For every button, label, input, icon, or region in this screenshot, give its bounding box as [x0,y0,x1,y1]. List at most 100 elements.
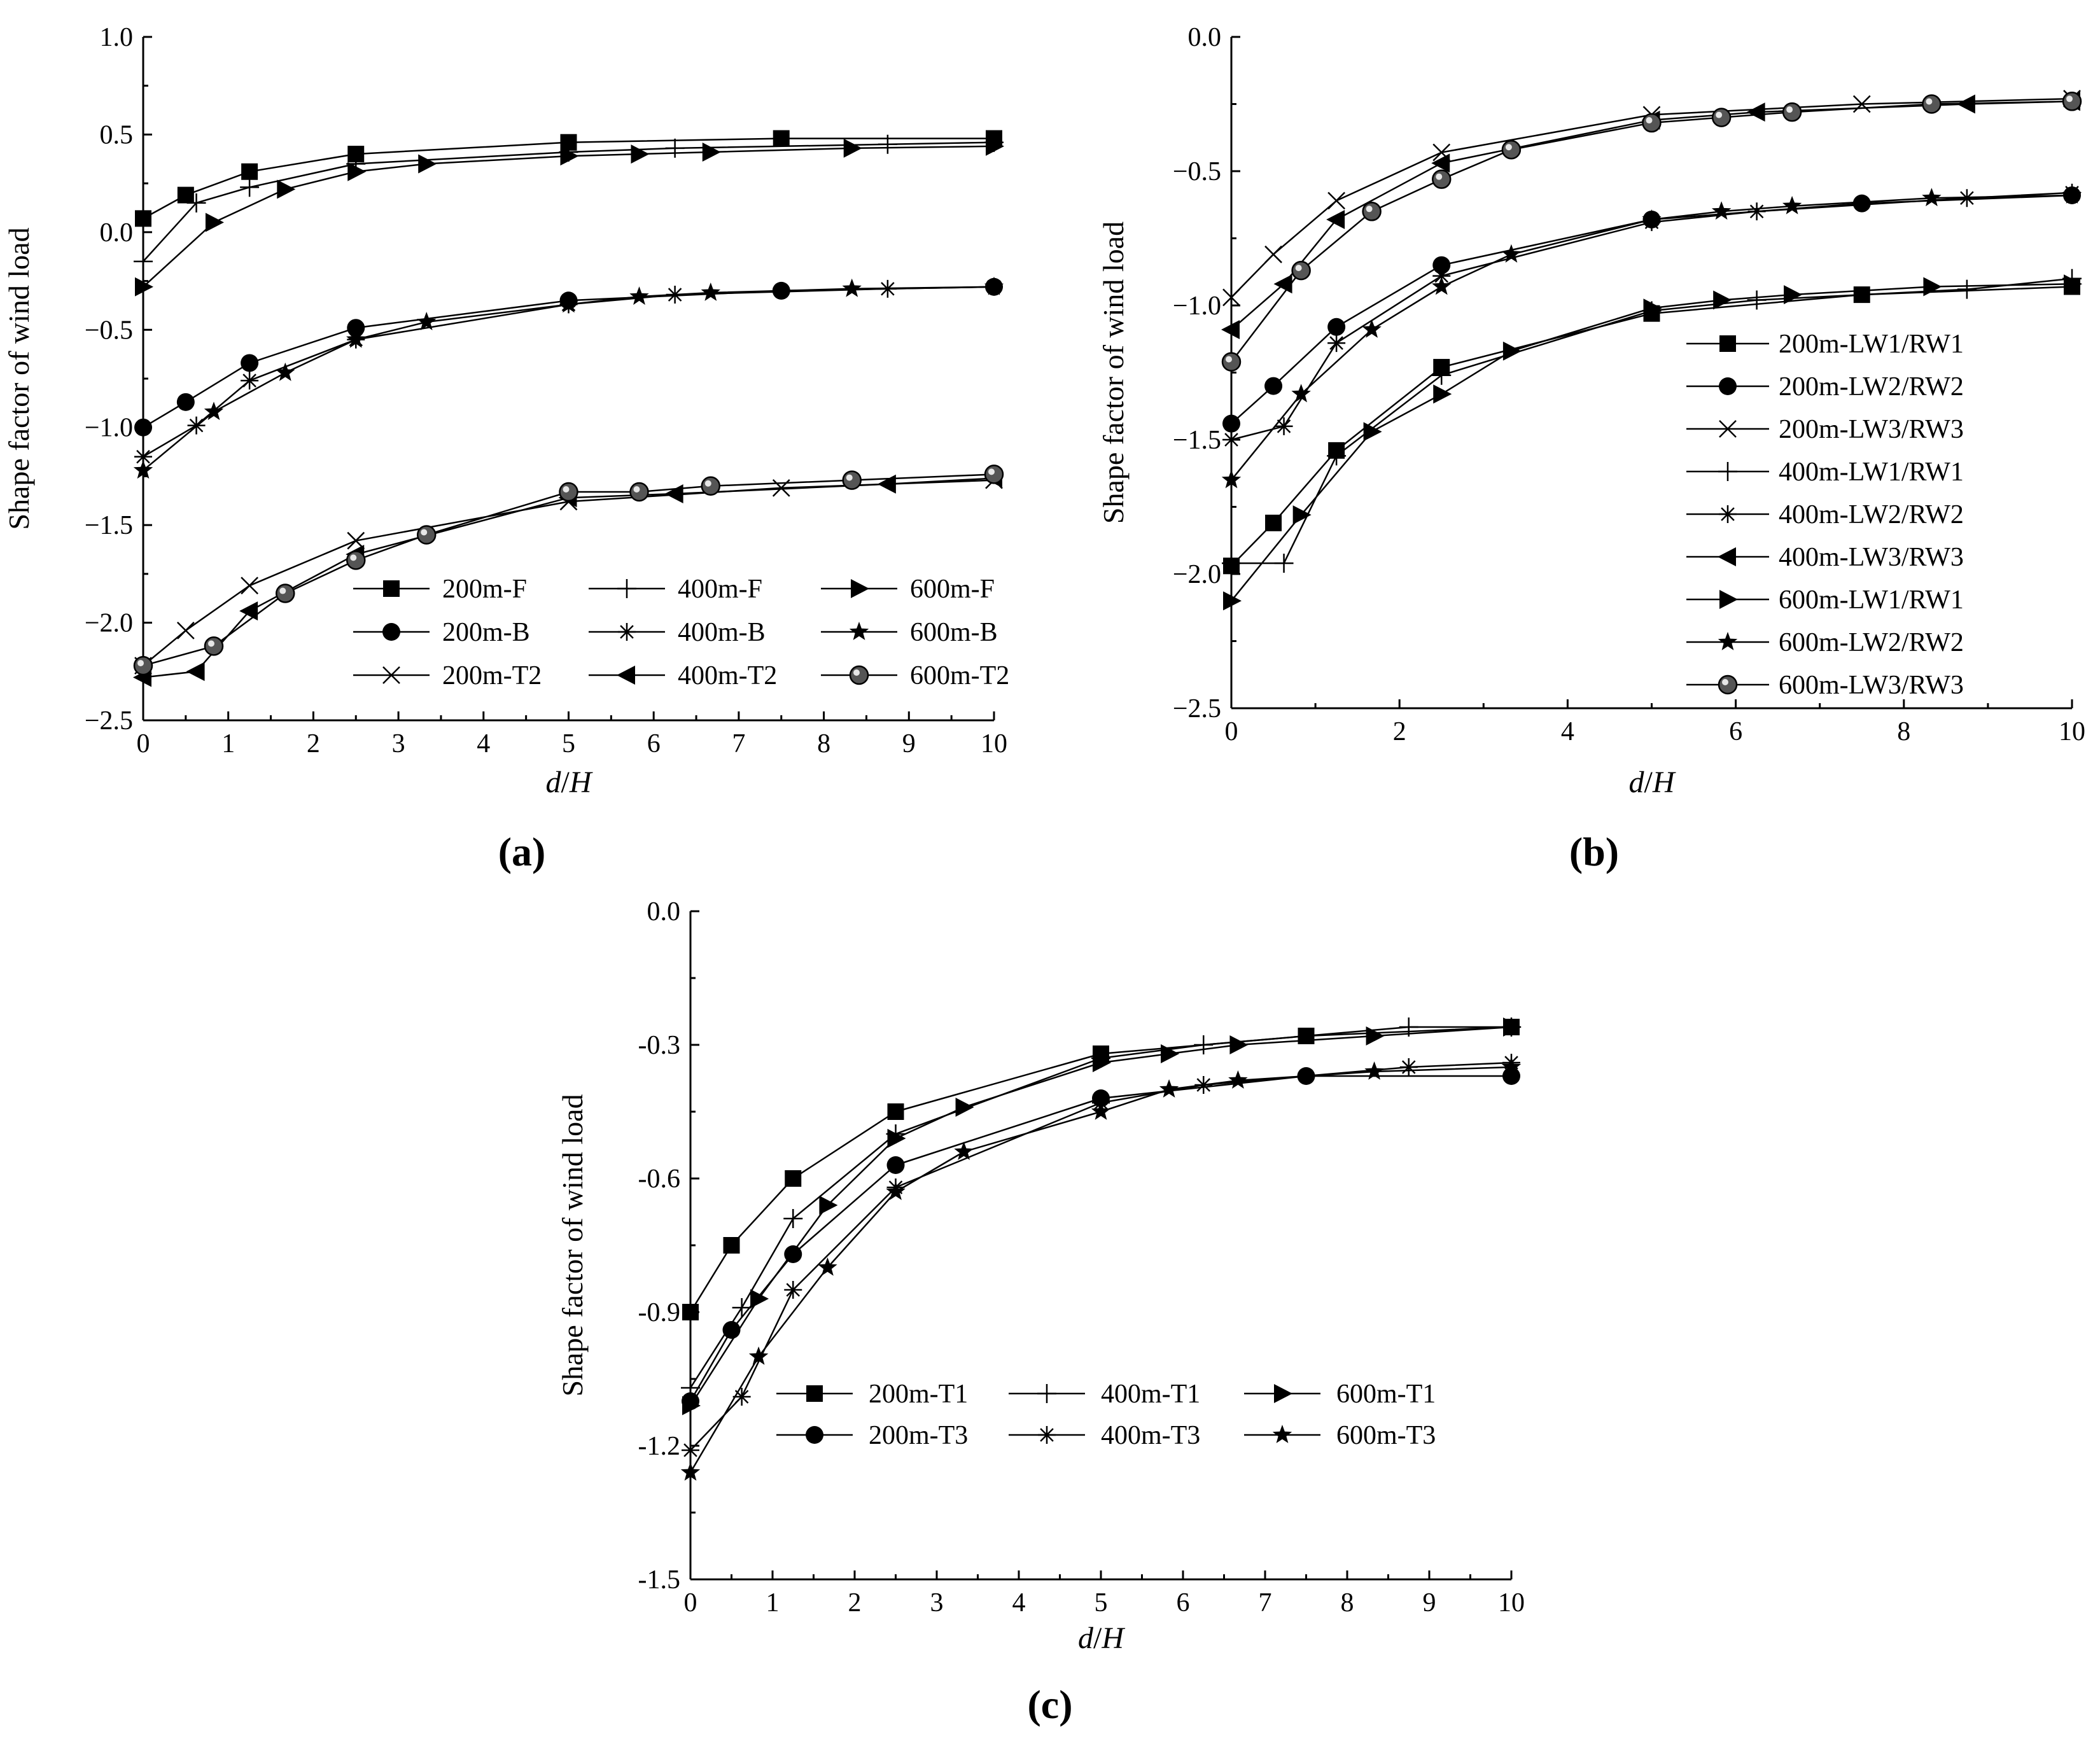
data-point [1221,470,1242,489]
legend-marker [1718,462,1737,481]
data-point [559,482,578,502]
data-point [2062,185,2082,204]
x-tick-label: 10 [1498,1588,1525,1618]
legend-label: 200m-T3 [869,1421,968,1450]
legend-marker [382,666,400,684]
legend-item: 600m-B [821,618,998,647]
x-tick-label: 2 [307,729,320,759]
legend-marker [1272,1425,1292,1443]
data-point [1923,277,1942,297]
x-tick-label: 9 [1423,1588,1436,1618]
data-point [886,1156,905,1174]
legend-label: 600m-T1 [1336,1380,1436,1409]
data-point [240,178,260,197]
data-point [1711,201,1732,220]
data-point [732,1298,752,1317]
legend-marker [1719,590,1738,609]
data-point [783,1209,803,1228]
legend-marker [617,579,636,598]
data-point [2062,92,2082,111]
data-point [1642,113,1662,133]
data-point [1326,209,1345,229]
legend-marker [382,623,400,641]
legend-label: 600m-F [910,575,995,604]
data-point [1431,153,1450,173]
legend-label: 400m-LW2/RW2 [1779,500,1964,529]
data-point [241,354,259,372]
legend-item: 400m-B [589,618,766,647]
x-tick-label: 2 [1393,717,1406,746]
legend-item: 200m-T1 [776,1380,968,1409]
legend-marker [1038,1426,1056,1444]
legend-marker [1719,335,1736,352]
legend-item: 400m-T2 [589,661,777,690]
x-tick-label: 10 [2059,717,2085,746]
series-600m-LW1/RW1 [1223,274,2082,611]
data-point [750,1289,769,1308]
data-point [1291,384,1311,403]
legend-marker [383,580,400,597]
data-point [177,186,194,204]
data-point [702,143,721,162]
data-point [1222,414,1240,433]
data-point [954,1142,974,1160]
x-tick-label: 5 [1095,1588,1108,1618]
data-point [1432,169,1452,189]
panel-label: (b) [1569,829,1619,874]
series-line [1231,194,2073,481]
data-point [784,1281,802,1299]
legend-item: 400m-LW2/RW2 [1686,500,1964,529]
data-point [682,1392,699,1410]
y-tick-label: −1.5 [85,511,133,540]
data-point [347,162,367,181]
legend-marker [806,1385,823,1402]
data-point [701,283,720,301]
data-point [176,393,195,411]
legend-marker [1274,1384,1292,1403]
legend-label: 600m-LW3/RW3 [1779,671,1964,700]
data-point [1782,195,1802,214]
data-point [887,1129,906,1148]
data-point [241,163,258,180]
data-point [819,1196,838,1215]
data-point [682,1304,699,1320]
data-point [186,193,206,213]
legend-item: 400m-T3 [1009,1421,1200,1450]
data-point [1432,267,1451,285]
legend-marker [1719,505,1737,523]
data-point [347,319,365,337]
legend-item: 200m-LW1/RW1 [1686,330,1964,359]
data-point [1399,1058,1418,1076]
y-tick-label: −1.5 [1173,426,1221,455]
data-point [1503,1017,1522,1037]
data-point [417,312,437,330]
data-point [1852,95,1871,113]
data-point [1852,194,1871,213]
legend-label: 400m-F [678,575,762,604]
data-point [135,210,151,227]
legend-marker [617,666,635,685]
data-point [784,1245,802,1263]
y-tick-label: −2.0 [1173,560,1221,589]
data-point [134,418,152,437]
series-600m-B [133,276,1004,479]
y-tick-label: −2.5 [85,706,133,736]
legend-label: 400m-B [678,618,766,647]
x-tick-label: 3 [930,1588,944,1618]
data-point [1221,319,1240,339]
y-tick-label: −1.0 [85,414,133,443]
legend: 200m-F 400m-F 600m-F 200m-B 400m-B 600m-B 200m… [353,575,1009,690]
data-point [723,1237,740,1254]
data-point [886,1182,906,1200]
data-point [842,278,862,297]
data-point [722,1321,741,1339]
data-point [276,584,295,603]
data-point [986,136,1004,156]
y-tick-label: −0.5 [85,316,133,345]
series-600m-T1 [682,1017,1522,1415]
data-point [1264,377,1283,395]
data-point [1274,554,1294,573]
legend-label: 400m-T3 [1101,1421,1200,1450]
y-axis-label: Shape factor of wind load [556,1094,589,1396]
data-point [133,460,153,479]
